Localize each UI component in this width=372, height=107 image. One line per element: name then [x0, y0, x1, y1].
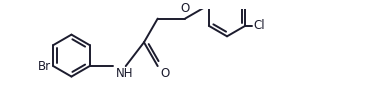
- Text: Br: Br: [38, 60, 51, 73]
- Text: Cl: Cl: [253, 19, 265, 32]
- Text: NH: NH: [116, 67, 133, 80]
- Text: O: O: [180, 2, 190, 15]
- Text: O: O: [160, 67, 170, 80]
